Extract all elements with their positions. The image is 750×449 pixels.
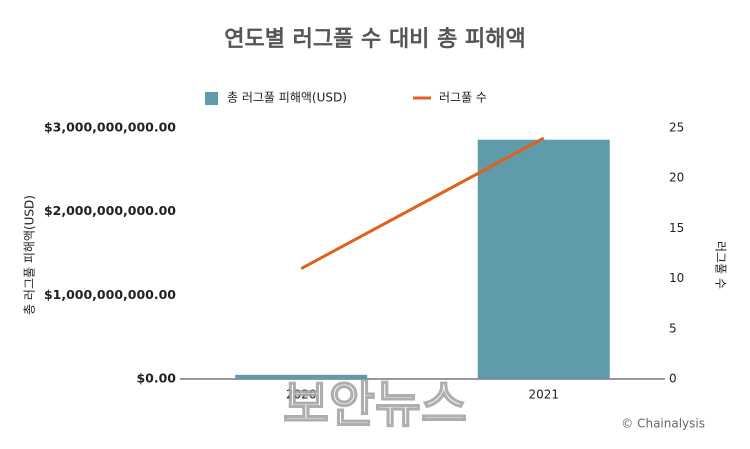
x-tick-label: 2020 <box>286 388 317 402</box>
x-tick-label: 2021 <box>528 388 559 402</box>
legend-swatch <box>205 92 218 105</box>
y-axis-label: 총 러그풀 피해액(USD) <box>23 195 37 315</box>
y2-tick-label: 20 <box>669 171 684 185</box>
legend-label: 러그풀 수 <box>439 91 487 105</box>
y2-tick-label: 0 <box>669 372 677 386</box>
bar <box>477 139 610 379</box>
source: © Chainalysis <box>621 417 705 431</box>
legend-label: 총 러그풀 피해액(USD) <box>227 91 347 105</box>
chart-title: 연도별 러그풀 수 대비 총 피해액 <box>224 27 525 52</box>
line <box>300 136 545 270</box>
y2-axis-label: 러그풀 수 <box>714 241 728 289</box>
y2-tick-label: 25 <box>669 121 684 135</box>
y-tick-label: $0.00 <box>136 371 176 386</box>
y-tick-label: $2,000,000,000.00 <box>44 203 176 218</box>
watermark: 보안뉴스 <box>283 376 467 434</box>
y2-tick-label: 15 <box>669 221 684 235</box>
bar <box>235 374 368 379</box>
y-tick-label: $1,000,000,000.00 <box>44 287 176 302</box>
y2-tick-label: 5 <box>669 321 677 335</box>
y-tick-label: $3,000,000,000.00 <box>44 120 176 135</box>
y2-tick-label: 10 <box>669 271 684 285</box>
